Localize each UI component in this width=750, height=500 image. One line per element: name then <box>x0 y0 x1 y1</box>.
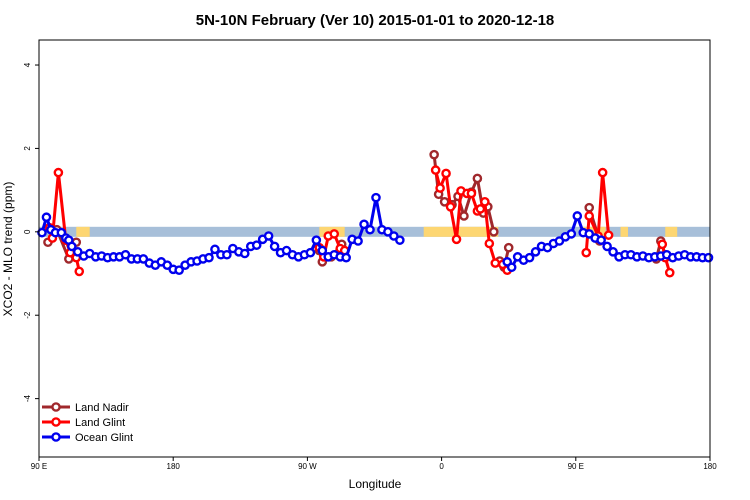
y-tick-label: -2 <box>23 311 32 319</box>
data-point <box>67 241 77 252</box>
data-point <box>451 234 462 245</box>
data-point <box>305 247 316 258</box>
data-point <box>239 248 250 259</box>
data-point <box>490 258 501 268</box>
data-point <box>488 227 499 237</box>
data-point <box>430 165 441 175</box>
y-tick-label: 0 <box>23 229 32 234</box>
legend-label: Ocean Glint <box>75 432 133 444</box>
data-point <box>395 235 405 245</box>
data-point <box>365 224 375 235</box>
data-point <box>311 235 322 245</box>
legend-marker <box>51 402 61 412</box>
legend-marker <box>51 432 61 442</box>
x-tick-label: 90 E <box>31 462 47 471</box>
data-point <box>596 235 606 245</box>
data-point <box>210 244 220 255</box>
series-ocean-glint <box>502 211 714 273</box>
x-tick-label: 0 <box>439 462 444 471</box>
data-point <box>703 252 714 263</box>
data-point <box>572 211 583 221</box>
plot-frame <box>38 39 711 458</box>
legend: Land Nadir Land Glint Ocean Glint <box>42 402 133 444</box>
data-point <box>435 183 445 193</box>
data-point <box>664 267 675 278</box>
data-point <box>530 247 541 257</box>
data-point <box>608 247 618 257</box>
data-point <box>584 202 595 213</box>
data-point <box>657 239 668 250</box>
data-point <box>329 229 340 239</box>
data-point <box>584 211 595 221</box>
data-point <box>74 266 85 277</box>
data-point <box>581 247 592 258</box>
data-point <box>429 149 439 160</box>
data-point <box>174 265 184 275</box>
data-point <box>53 167 64 178</box>
x-axis-label: Longitude <box>349 477 402 491</box>
chart-title: 5N-10N February (Ver 10) 2015-01-01 to 2… <box>196 12 555 29</box>
data-point <box>445 201 456 212</box>
data-point <box>359 219 369 230</box>
data-point <box>269 241 280 252</box>
data-point <box>41 212 52 223</box>
data-point <box>353 236 363 246</box>
data-point <box>480 196 490 207</box>
data-point <box>459 211 469 221</box>
x-tick-label: 90 E <box>568 462 584 471</box>
data-point <box>317 245 328 256</box>
land-band-segment <box>423 226 499 237</box>
data-point <box>597 167 608 178</box>
y-axis-label: XCO2 - MLO trend (ppm) <box>1 182 15 317</box>
data-point <box>602 241 612 252</box>
data-point <box>603 230 614 240</box>
x-tick-label: 90 W <box>298 462 317 471</box>
y-tick-label: -4 <box>23 395 32 403</box>
x-tick-label: 180 <box>703 462 717 471</box>
legend-marker <box>51 417 61 427</box>
legend-label: Land Glint <box>75 417 125 429</box>
series-ocean-glint <box>37 192 405 275</box>
data-point <box>204 252 214 263</box>
data-point <box>466 188 477 199</box>
land-band-segment <box>620 226 628 237</box>
data-point <box>484 238 495 249</box>
data-point <box>37 227 47 238</box>
data-point <box>371 192 381 203</box>
data-point <box>341 252 351 263</box>
data-point <box>506 262 517 273</box>
data-point <box>524 252 535 263</box>
data-point <box>503 242 514 253</box>
data-point <box>439 196 450 207</box>
land-band-segment <box>76 226 90 237</box>
x-tick-label: 180 <box>167 462 181 471</box>
data-point <box>566 229 577 239</box>
legend-label: Land Nadir <box>75 402 129 414</box>
y-tick-label: 2 <box>23 146 32 151</box>
land-band-segment <box>583 226 606 237</box>
y-tick-label: 4 <box>23 62 32 67</box>
land-band-segment <box>665 226 678 237</box>
data-point <box>251 240 262 250</box>
data-point <box>475 204 486 214</box>
series-land-glint <box>430 165 501 268</box>
data-point <box>472 173 483 184</box>
ocean-band <box>39 226 710 237</box>
data-point <box>263 231 274 241</box>
data-point <box>222 249 232 260</box>
data-point <box>441 168 451 179</box>
